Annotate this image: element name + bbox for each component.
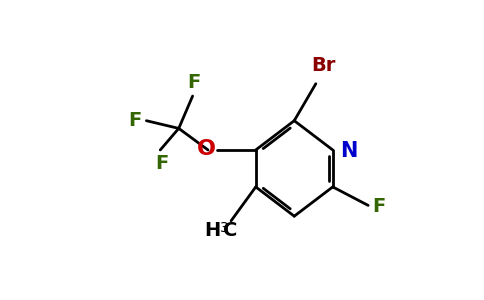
Text: F: F	[155, 154, 168, 173]
Text: N: N	[340, 141, 358, 161]
Text: F: F	[187, 73, 201, 92]
Text: O: O	[197, 139, 216, 159]
Text: F: F	[372, 197, 385, 216]
Text: Br: Br	[311, 56, 336, 75]
Text: H: H	[204, 221, 220, 240]
Text: 3: 3	[220, 221, 229, 235]
Text: C: C	[224, 221, 238, 240]
Text: F: F	[129, 111, 142, 130]
